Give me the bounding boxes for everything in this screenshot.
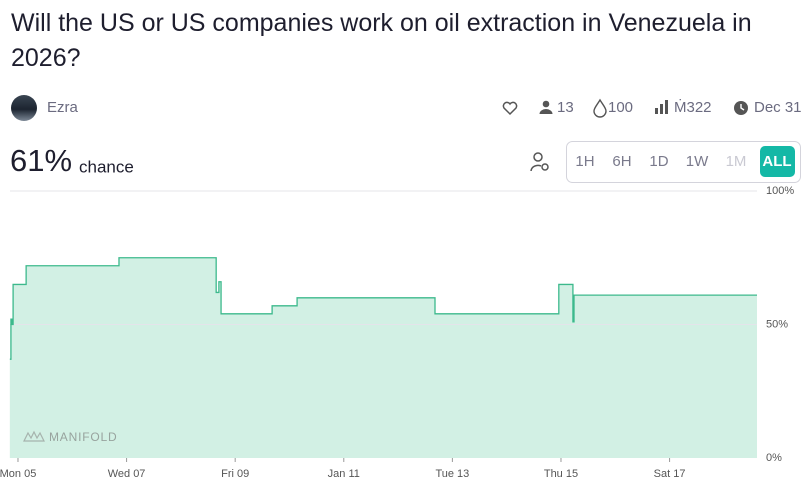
chart: 0% 50% 100% Mon 05 Wed 07 Fri 09 Jan 11 Tue 13 T… [0, 185, 794, 480]
avatar[interactable] [11, 95, 37, 121]
probability: 61% [10, 143, 72, 178]
traders: 13 [557, 99, 574, 116]
filter-user-icon [541, 163, 549, 171]
time-range-button[interactable]: 1D [649, 153, 668, 170]
time-range-button[interactable]: 1W [686, 153, 709, 170]
volume: Ṁ322 [674, 98, 712, 116]
volume-icon [655, 108, 658, 114]
watermark-logo [23, 430, 45, 442]
x-tick-label: Jan 11 [328, 468, 360, 480]
x-tick-label: Tue 13 [435, 468, 469, 480]
x-tick-label: Mon 05 [0, 468, 36, 480]
probability-label: chance [79, 157, 134, 176]
traders-icon [542, 100, 550, 108]
x-tick-label: Wed 07 [108, 468, 146, 480]
close-icon-hands [740, 104, 745, 111]
liquidity: 100 [608, 99, 633, 116]
watermark: MANIFOLD [49, 430, 117, 444]
time-range-button[interactable]: ALL [762, 153, 791, 170]
time-range-button[interactable]: 1M [726, 153, 747, 170]
y-tick-label: 100% [766, 185, 794, 197]
filter-user-icon [530, 164, 542, 172]
y-tick-label: 0% [766, 452, 782, 464]
volume-icon [665, 100, 668, 114]
liquidity-icon [593, 98, 607, 118]
area [9, 257, 758, 458]
x-tick-label: Thu 15 [544, 468, 578, 480]
x-tick-label: Sat 17 [654, 468, 686, 480]
author[interactable]: Ezra [47, 99, 79, 116]
close-date: Dec 31 [754, 99, 802, 116]
y-tick-label: 50% [766, 318, 788, 330]
line [9, 257, 757, 360]
x-tick-label: Fri 09 [221, 468, 249, 480]
market-title: Will the US or US companies work on oil … [11, 9, 752, 72]
time-range-button[interactable]: 1H [575, 153, 594, 170]
like-icon[interactable] [502, 101, 518, 116]
traders-icon-body [539, 109, 553, 114]
time-range-button[interactable]: 6H [612, 153, 631, 170]
time-range-group [566, 141, 801, 183]
volume-icon [660, 104, 663, 114]
filter-user-icon[interactable] [533, 152, 543, 162]
selected-range-bg [760, 146, 795, 177]
